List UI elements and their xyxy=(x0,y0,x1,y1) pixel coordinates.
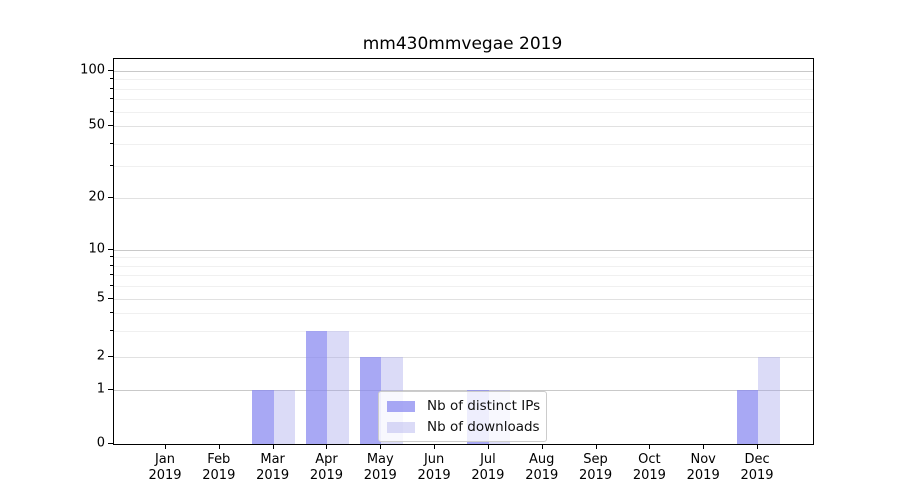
x-tick-label-nov: Nov 2019 xyxy=(686,452,720,483)
x-tick-mark xyxy=(595,444,597,449)
x-tick-label-sep: Sep 2019 xyxy=(579,452,613,483)
minor-gridline xyxy=(114,143,813,145)
y-minor-tick-mark xyxy=(110,264,113,266)
y-minor-tick-mark xyxy=(110,98,113,100)
y-tick-mark xyxy=(108,197,113,198)
y-tick-label: 5 xyxy=(96,290,105,306)
y-tick-label: 20 xyxy=(88,189,105,205)
y-tick-mark xyxy=(108,70,113,71)
legend-label: Nb of downloads xyxy=(427,419,540,435)
y-minor-tick-mark xyxy=(110,312,113,314)
x-tick-label-aug: Aug 2019 xyxy=(525,452,559,483)
y-minor-tick-mark xyxy=(110,165,113,167)
major-gridline xyxy=(114,71,813,72)
bar-may-s0 xyxy=(359,357,382,444)
y-tick-label: 1 xyxy=(96,381,105,397)
x-tick-mark xyxy=(272,444,274,449)
y-minor-tick-mark xyxy=(110,87,113,89)
x-tick-mark xyxy=(380,444,382,449)
chart-title: mm430mmvegae 2019 xyxy=(362,34,563,54)
bar-dec-s1 xyxy=(758,357,780,444)
x-tick-mark xyxy=(649,444,651,449)
legend-swatch xyxy=(387,421,415,433)
y-minor-tick-mark xyxy=(110,142,113,144)
bar-dec-s0 xyxy=(736,390,759,444)
bar-apr-s1 xyxy=(327,331,349,444)
gridline xyxy=(114,126,813,127)
minor-gridline xyxy=(114,88,813,90)
bar-mar-s1 xyxy=(273,390,296,444)
legend-label: Nb of distinct IPs xyxy=(427,398,541,414)
y-minor-tick-mark xyxy=(110,110,113,112)
legend-item: Nb of downloads xyxy=(387,419,540,435)
major-gridline xyxy=(114,250,813,251)
x-tick-mark xyxy=(487,444,489,449)
minor-gridline xyxy=(114,111,813,113)
y-tick-mark xyxy=(108,442,113,444)
legend-item: Nb of distinct IPs xyxy=(387,398,541,414)
y-tick-mark xyxy=(108,125,113,126)
y-tick-label: 50 xyxy=(88,117,105,133)
y-minor-tick-mark xyxy=(110,256,113,258)
x-tick-label-may: May 2019 xyxy=(363,452,397,483)
minor-gridline xyxy=(114,166,813,168)
y-minor-tick-mark xyxy=(110,330,113,332)
y-minor-tick-mark xyxy=(110,285,113,287)
major-gridline xyxy=(114,390,813,391)
bar-apr-s0 xyxy=(305,331,328,444)
y-tick-label: 100 xyxy=(80,62,105,78)
minor-gridline xyxy=(114,257,813,259)
x-tick-label-jan: Jan 2019 xyxy=(148,452,182,483)
x-tick-label-dec: Dec 2019 xyxy=(740,452,774,483)
x-tick-mark xyxy=(541,444,543,449)
x-tick-label-jun: Jun 2019 xyxy=(417,452,451,483)
y-tick-mark xyxy=(108,298,113,299)
y-tick-mark xyxy=(108,356,113,357)
x-tick-mark xyxy=(165,444,166,449)
legend-swatch xyxy=(387,400,415,412)
x-tick-label-jul: Jul 2019 xyxy=(471,452,505,483)
y-tick-label: 2 xyxy=(96,348,105,364)
gridline xyxy=(114,198,813,199)
plot-area xyxy=(113,58,814,445)
minor-gridline xyxy=(114,99,813,101)
gridline xyxy=(114,357,813,358)
minor-gridline xyxy=(114,331,813,333)
x-tick-mark xyxy=(434,444,436,449)
x-tick-mark xyxy=(757,444,759,449)
gridline xyxy=(114,299,813,300)
x-tick-label-apr: Apr 2019 xyxy=(309,452,343,483)
x-tick-mark xyxy=(703,444,705,449)
minor-gridline xyxy=(114,286,813,288)
minor-gridline xyxy=(114,313,813,315)
x-tick-label-mar: Mar 2019 xyxy=(256,452,290,483)
x-tick-label-oct: Oct 2019 xyxy=(632,452,666,483)
y-minor-tick-mark xyxy=(110,274,113,276)
x-tick-mark xyxy=(218,444,220,449)
y-tick-label: 0 xyxy=(96,435,105,450)
bar-mar-s0 xyxy=(252,390,274,444)
minor-gridline xyxy=(114,275,813,277)
legend: Nb of distinct IPs Nb of downloads xyxy=(378,391,547,442)
y-tick-label: 10 xyxy=(88,241,105,257)
x-tick-label-feb: Feb 2019 xyxy=(202,452,236,483)
minor-gridline xyxy=(114,265,813,267)
x-tick-mark xyxy=(326,444,328,449)
y-tick-mark xyxy=(108,249,113,250)
minor-gridline xyxy=(114,79,813,81)
y-minor-tick-mark xyxy=(110,78,113,80)
y-tick-mark xyxy=(108,389,113,390)
